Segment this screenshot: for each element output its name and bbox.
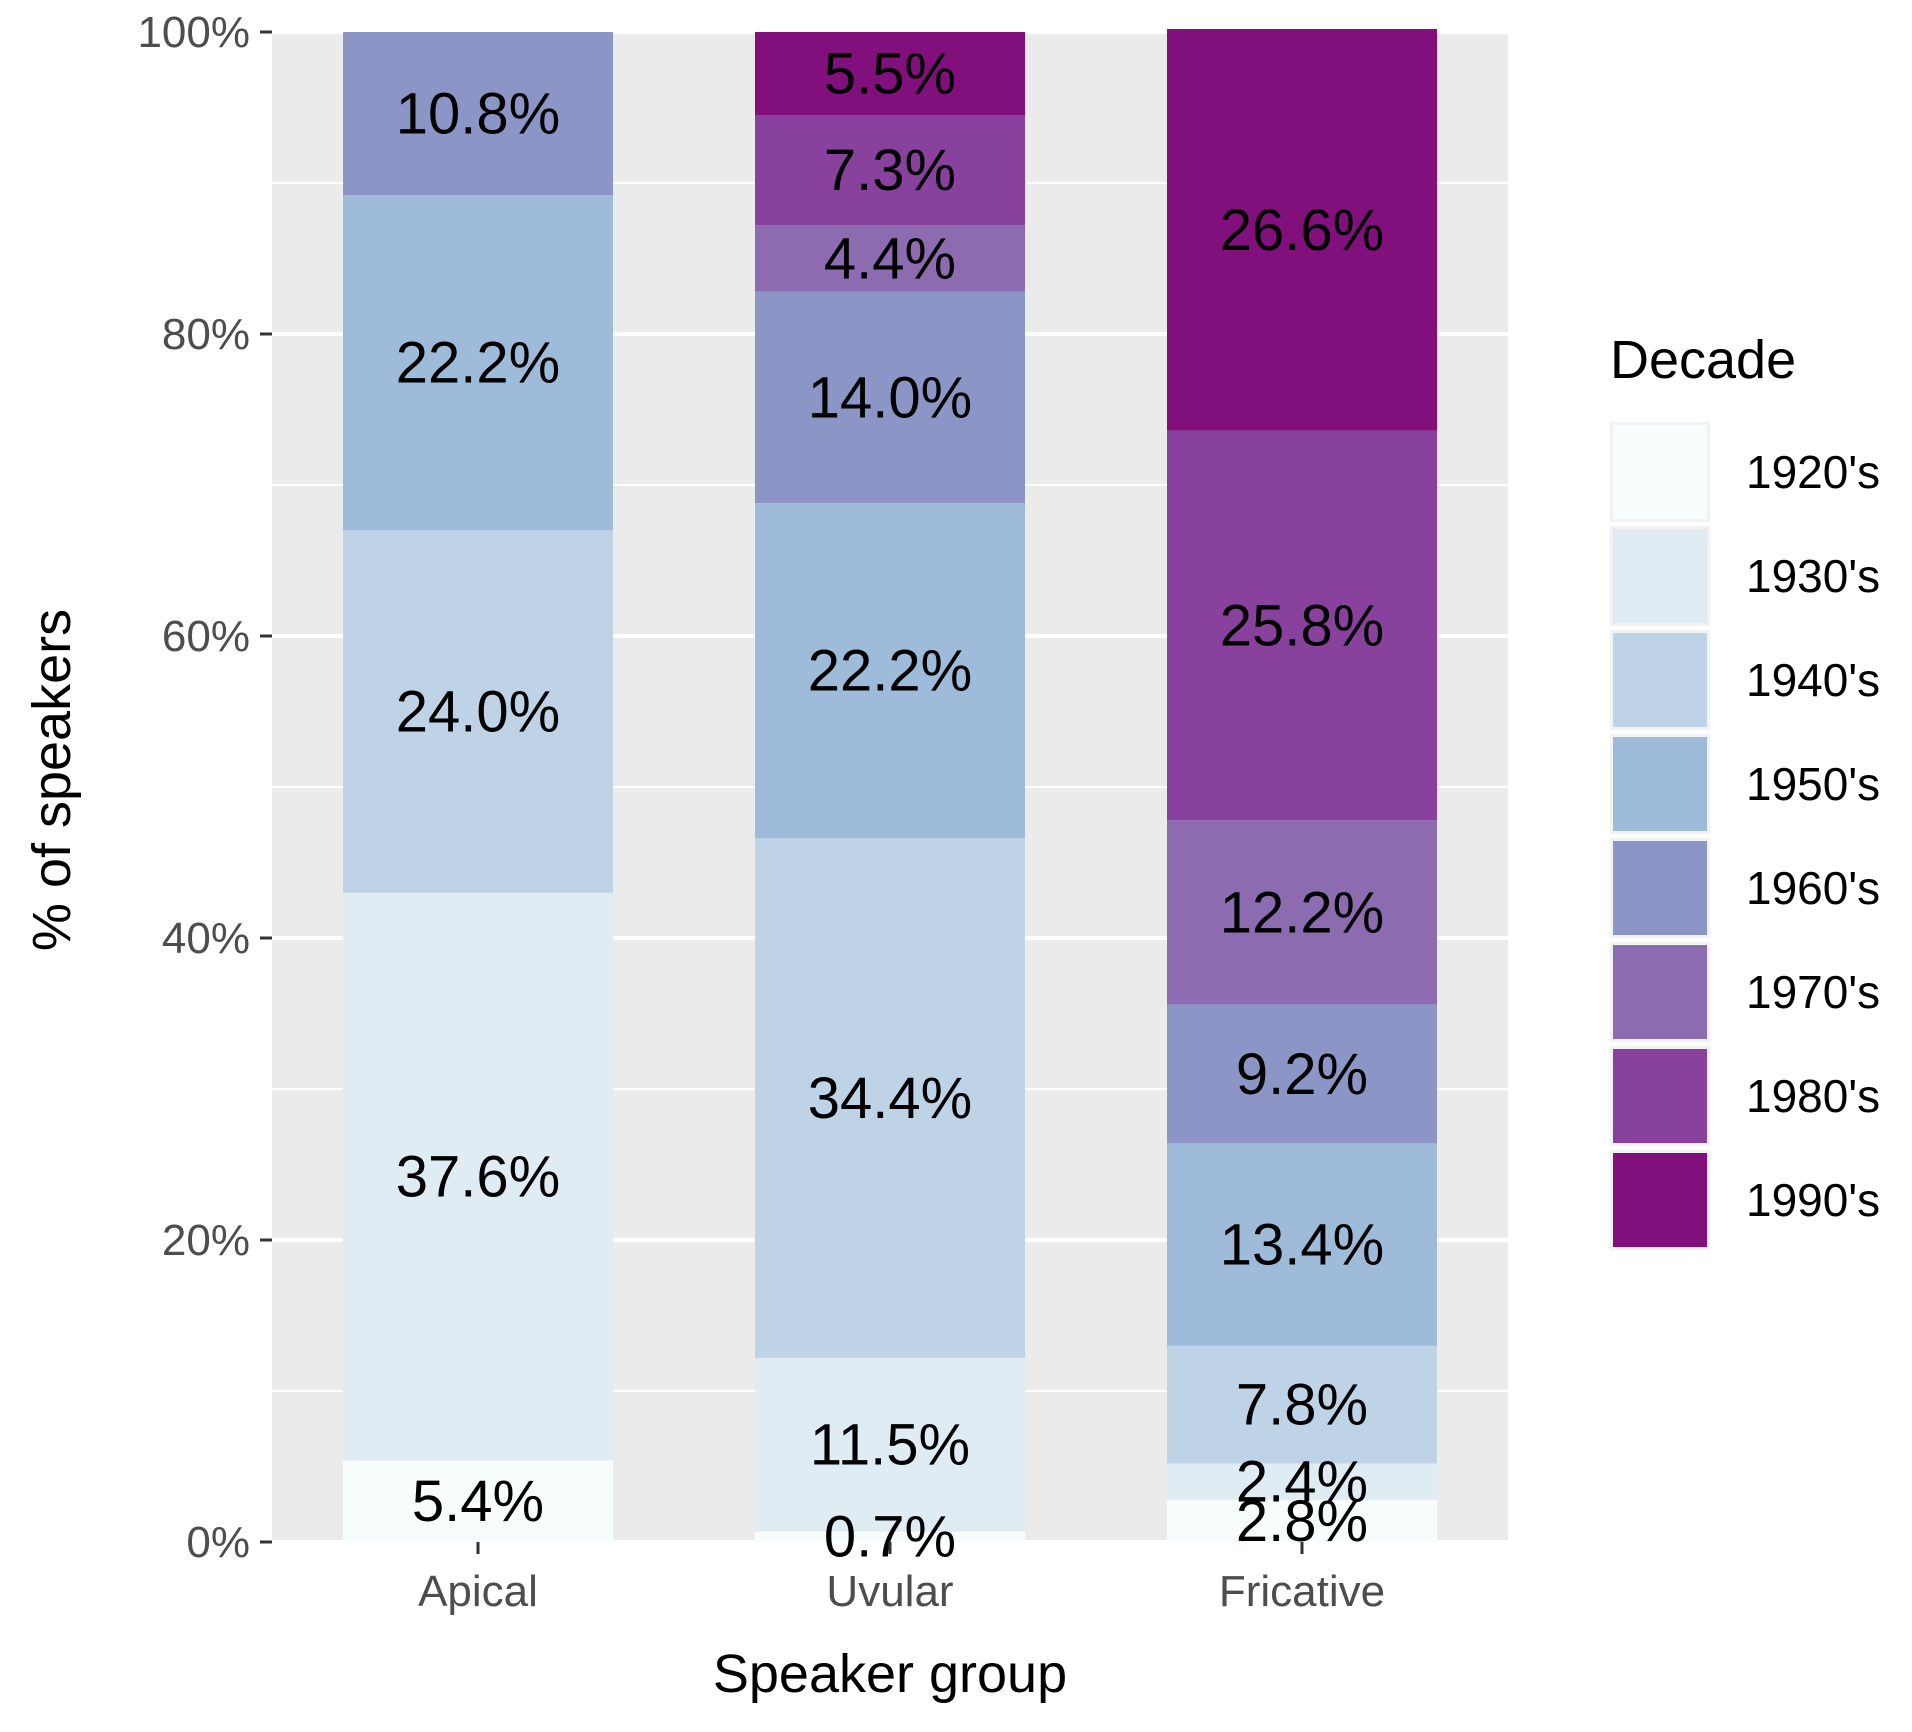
data-label: 0.7% [824,1505,956,1570]
bar-segment [755,1357,1025,1532]
bar-segment [755,291,1025,504]
data-label: 24.0% [396,680,560,745]
bar-segment [1167,1143,1437,1346]
data-label: 34.4% [808,1066,972,1131]
bar-segment [1167,1345,1437,1464]
bar-segment [343,32,613,196]
y-tick-label: 20% [162,1216,250,1265]
y-tick-label: 60% [162,612,250,661]
legend-label: 1950's [1746,758,1880,810]
data-label: 37.6% [396,1145,560,1210]
y-axis-title: % of speakers [22,609,82,951]
data-label: 10.8% [396,82,560,147]
y-tick-label: 100% [137,8,250,57]
x-axis-title: Speaker group [713,1644,1067,1704]
data-label: 4.4% [824,227,956,292]
data-label: 7.8% [1236,1373,1368,1438]
x-tick-label: Uvular [826,1567,953,1616]
data-label: 12.2% [1220,880,1384,945]
bar-segment [1167,1004,1437,1144]
bar-segment [1167,820,1437,1005]
bar-segment [1167,1463,1437,1500]
data-label: 5.5% [824,42,956,107]
y-tick-label: 0% [186,1518,250,1567]
legend-label: 1980's [1746,1070,1880,1122]
data-label: 13.4% [1220,1213,1384,1278]
legend-label: 1960's [1746,862,1880,914]
legend-key [1613,529,1707,623]
x-tick-label: Fricative [1219,1567,1385,1616]
data-label: 26.6% [1220,198,1384,263]
data-label: 22.2% [396,331,560,396]
legend: 1920's 1930's 1940's 1950's 1960's 1970's 1980… [1610,422,1880,1250]
legend-label: 1930's [1746,550,1880,602]
y-tick-label: 40% [162,914,250,963]
legend-key [1613,945,1707,1039]
bar-segment [755,225,1025,292]
bar-segment [1167,430,1437,821]
legend-title: Decade [1610,330,1796,390]
bar-segment [1167,28,1437,431]
data-label: 7.3% [824,138,956,203]
plot-area: 5.4% 37.6% 24.0% 22.2% 10.8% 0.7% 11.5% 34.4% 22… [137,8,1508,1616]
legend-key [1613,737,1707,831]
legend-key [1613,633,1707,727]
legend-label: 1990's [1746,1174,1880,1226]
legend-key [1613,841,1707,935]
bar-segment [1167,1499,1437,1542]
data-label: 5.4% [412,1469,544,1534]
data-label: 2.4% [1236,1450,1368,1515]
data-label: 25.8% [1220,593,1384,658]
data-label: 22.2% [808,639,972,704]
legend-key [1613,425,1707,519]
y-tick-label: 80% [162,310,250,359]
data-label: 11.5% [810,1413,970,1478]
bar-segment [755,115,1025,226]
bar-segment [343,530,613,893]
data-label: 9.2% [1236,1042,1368,1107]
x-tick-label: Apical [418,1567,538,1616]
bar-segment [755,32,1025,116]
bar-segment [343,1460,613,1542]
bar-segment [343,892,613,1461]
bar-segment [755,503,1025,839]
legend-label: 1970's [1746,966,1880,1018]
legend-label: 1920's [1746,446,1880,498]
bar-segment [755,838,1025,1358]
legend-key [1613,1049,1707,1143]
bar-segment [755,1531,1025,1542]
legend-label: 1940's [1746,654,1880,706]
bar-segment [343,195,613,531]
legend-key [1613,1153,1707,1247]
data-label: 14.0% [808,365,972,430]
